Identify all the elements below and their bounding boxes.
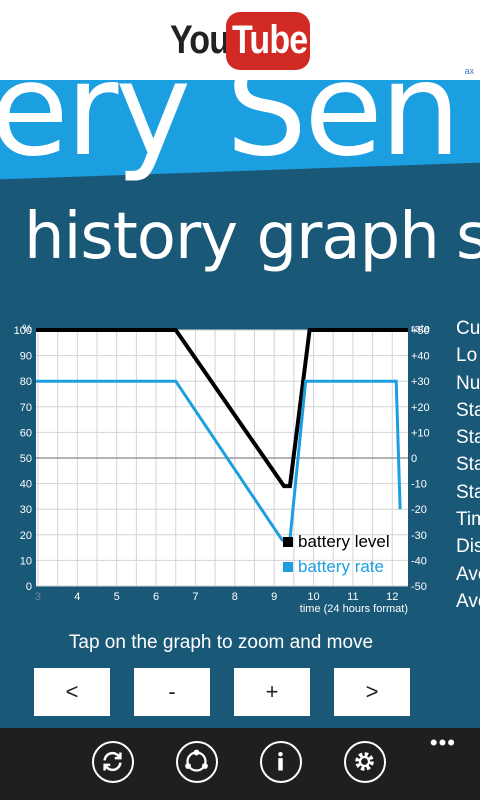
x-axis-tick: 4 <box>74 591 80 603</box>
next-page-list-item: Ave <box>456 590 480 612</box>
next-page-list: Cu Lo Nu Sta Sta Sta Sta Tim Dis Ave Ave <box>456 318 480 618</box>
move-left-button[interactable]: < <box>34 668 110 716</box>
x-axis-tick: 10 <box>307 591 319 603</box>
next-page-list-item: Sta <box>456 454 480 476</box>
y-axis-left-tick: 20 <box>20 530 32 542</box>
y-axis-right-tick: +20 <box>411 402 430 414</box>
y-axis-left-tick: 100 <box>14 325 32 337</box>
y-axis-right-tick: -30 <box>411 530 427 542</box>
zoom-in-button[interactable]: + <box>234 668 310 716</box>
x-axis-tick: 11 <box>347 591 358 603</box>
y-axis-left-tick: 40 <box>20 479 32 491</box>
legend-swatch <box>283 537 293 547</box>
y-axis-left-label: % <box>22 323 32 335</box>
ad-badge[interactable]: ax <box>464 66 474 76</box>
x-axis-tick: 8 <box>232 591 238 603</box>
x-axis-tick: 9 <box>271 591 277 603</box>
y-axis-right-tick: 0 <box>411 453 417 465</box>
legend-swatch <box>283 562 293 572</box>
next-page-list-item: Dis <box>456 536 480 558</box>
y-axis-left-tick: 50 <box>20 453 32 465</box>
graph-hint: Tap on the graph to zoom and move <box>68 632 374 653</box>
y-axis-right-tick: -10 <box>411 479 427 491</box>
next-page-list-item: Sta <box>456 481 480 503</box>
info-icon[interactable] <box>260 741 302 783</box>
y-axis-right-tick: -20 <box>411 504 427 516</box>
y-axis-right-tick: -50 <box>411 581 427 593</box>
legend-label: battery level <box>298 532 390 551</box>
refresh-icon[interactable] <box>92 741 134 783</box>
x-axis-tick: 7 <box>192 591 198 603</box>
settings-icon[interactable] <box>344 741 386 783</box>
panorama-header: ery Sen <box>0 80 480 190</box>
x-axis-tick: 3 <box>35 591 41 603</box>
next-page-title[interactable]: s <box>456 200 480 274</box>
next-page-list-item: Sta <box>456 399 480 421</box>
next-page-list-item: Tim <box>456 509 480 531</box>
next-page-list-item: Cu <box>456 318 480 339</box>
battery-level-line <box>36 328 408 489</box>
y-axis-right-label: rate <box>411 323 430 335</box>
x-axis-label: time (24 hours format) <box>300 603 408 615</box>
x-axis-tick: 5 <box>114 591 120 603</box>
share-icon[interactable] <box>176 741 218 783</box>
y-axis-left-tick: 80 <box>20 376 32 388</box>
y-axis-left-tick: 70 <box>20 402 32 414</box>
panorama-title: ery Sen <box>0 80 461 185</box>
y-axis-right-tick: +30 <box>411 376 430 388</box>
ad-banner[interactable]: You Tube ax <box>0 0 480 80</box>
y-axis-right-tick: -40 <box>411 555 427 567</box>
more-options-button[interactable]: ••• <box>429 730 456 755</box>
y-axis-right-tick: +50 <box>411 325 430 337</box>
y-axis-left-tick: 60 <box>20 427 32 439</box>
ad-brand-tube-box: Tube <box>226 12 310 70</box>
y-axis-left-tick: 30 <box>20 504 32 516</box>
next-page-list-item: Sta <box>456 427 480 449</box>
app-bar: ••• <box>0 728 480 800</box>
move-right-button[interactable]: > <box>334 668 410 716</box>
x-axis-tick: 6 <box>153 591 159 603</box>
y-axis-right-tick: +10 <box>411 427 430 439</box>
page-title[interactable]: history graph <box>24 200 440 274</box>
legend-label: battery rate <box>298 557 384 576</box>
x-axis-tick: 12 <box>386 591 398 603</box>
next-page-list-item: Ave <box>456 563 480 585</box>
y-axis-left-tick: 0 <box>26 581 32 593</box>
ad-brand-you: You <box>170 18 230 62</box>
y-axis-left-tick: 10 <box>20 555 32 567</box>
y-axis-right-tick: +40 <box>411 351 430 363</box>
zoom-out-button[interactable]: - <box>134 668 210 716</box>
next-page-list-item: Nu <box>456 372 480 394</box>
next-page-list-item: Lo <box>456 345 478 367</box>
ad-brand-tube: Tube <box>232 18 308 62</box>
y-axis-left-tick: 90 <box>20 351 32 363</box>
